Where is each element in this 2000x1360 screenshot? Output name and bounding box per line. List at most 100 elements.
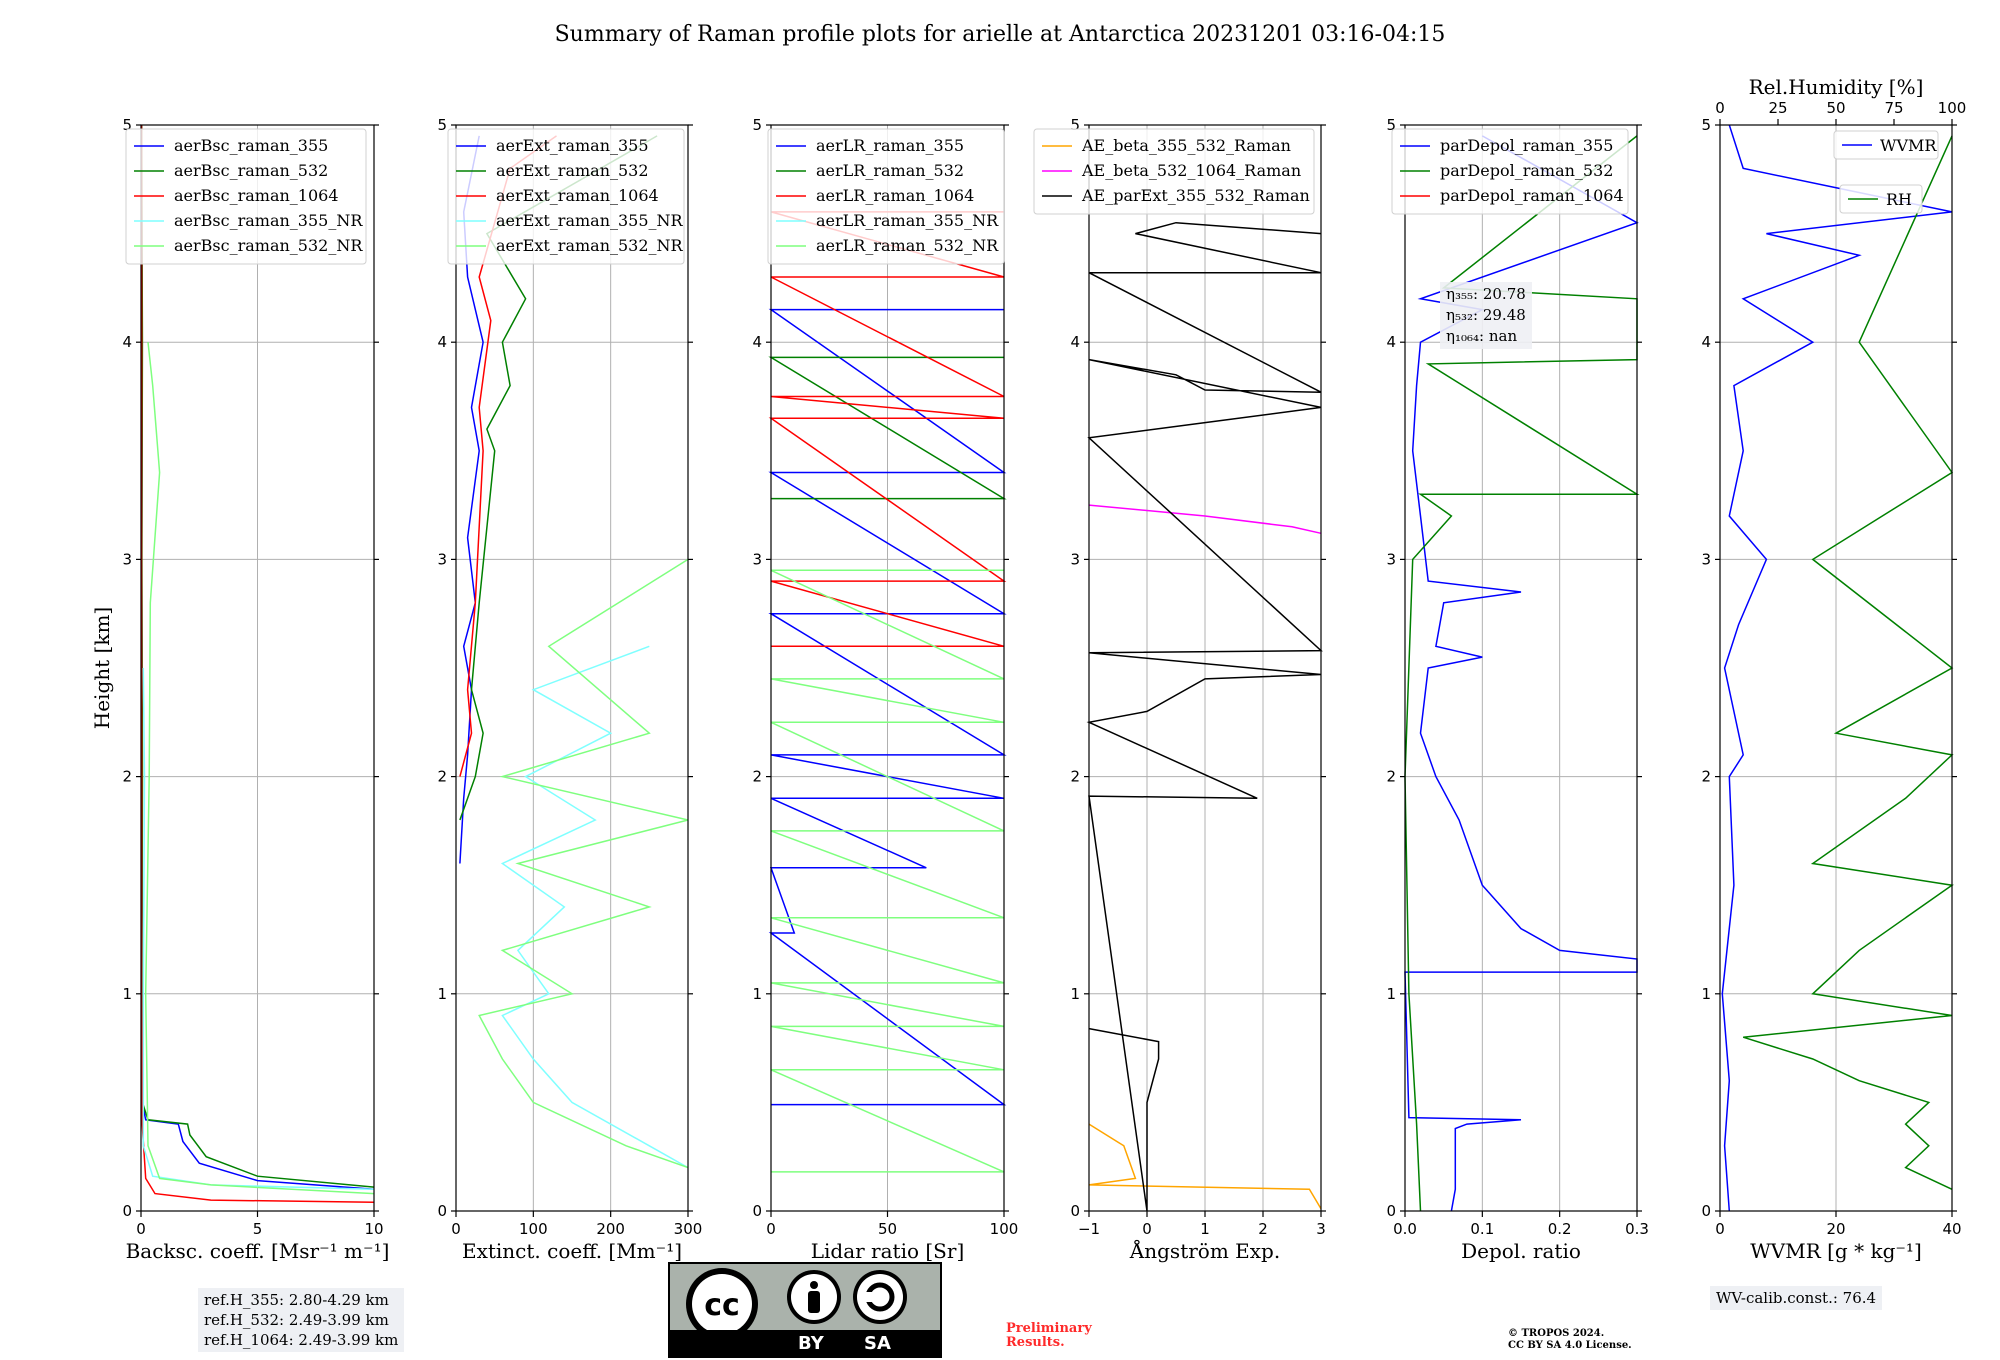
y-tick-label: 4 — [1701, 333, 1711, 351]
y-tick-label: 0 — [752, 1202, 762, 1220]
series-line-aerext-raman-532 — [459, 135, 658, 821]
x-axis-title: Ångström Exp. — [1129, 1238, 1280, 1263]
x-axis-title: WVMR [g * kg⁻¹] — [1750, 1239, 1922, 1263]
reference-height-box: ref.H_355: 2.80-4.29 km ref.H_532: 2.49-… — [198, 1288, 405, 1352]
legend-label: aerBsc_raman_355 — [174, 136, 328, 155]
legend-label: aerBsc_raman_1064 — [174, 186, 339, 205]
x2-tick-label: 100 — [1938, 99, 1967, 117]
legend-label: WVMR — [1880, 136, 1937, 155]
y-tick-label: 4 — [437, 333, 447, 351]
y-tick-label: 1 — [437, 985, 447, 1003]
plot-frame — [1404, 124, 1638, 1212]
series-line-wvmr — [1721, 124, 1953, 1212]
x-tick-label: 3 — [1316, 1220, 1326, 1238]
series-line-pardepol-raman-355 — [1404, 135, 1639, 1212]
y-tick-label: 4 — [1070, 333, 1080, 351]
y-tick-label: 4 — [122, 333, 132, 351]
cc-logo-text: cc — [704, 1288, 740, 1323]
series-line-ae-beta-355-532-raman — [1088, 1123, 1322, 1210]
x-axis-title: Depol. ratio — [1461, 1239, 1581, 1263]
x-tick-label: 10 — [364, 1220, 383, 1238]
y-tick-label: 2 — [437, 768, 447, 786]
legend-label: aerLR_raman_1064 — [816, 186, 974, 205]
ref-height-1064: ref.H_1064: 2.49-3.99 km — [204, 1331, 399, 1349]
legend-label: AE_beta_532_1064_Raman — [1081, 161, 1301, 180]
legend-label: aerExt_raman_532_NR — [496, 236, 684, 255]
panel-3: 0 50 100 0 1 2 3 4 5 Lidar ratio [Sr] aerLR_raman_… — [752, 116, 1018, 1263]
x-axis-title: Extinct. coeff. [Mm⁻¹] — [462, 1239, 682, 1263]
x2-axis-title: Rel.Humidity [%] — [1749, 75, 1924, 99]
x-tick-label: 0.3 — [1625, 1220, 1649, 1238]
x2-tick-label: 75 — [1884, 99, 1903, 117]
legend: aerBsc_raman_355 aerBsc_raman_532 aerBsc_r… — [125, 128, 367, 265]
panel-2: 0 100 200 300 0 1 2 3 4 5 Extinct. coeff. [Mm⁻¹] ae… — [437, 116, 702, 1263]
panel-6: 0 20 40 0 1 2 3 4 5 WVMR [g * kg⁻¹] 0 25 50 75 100 Rel.… — [1701, 75, 1966, 1263]
copyright-note: © TROPOS 2024. CC BY SA 4.0 License. — [1508, 1328, 1632, 1352]
legend: parDepol_raman_355 parDepol_raman_532 parD… — [1391, 128, 1629, 215]
y-tick-label: 5 — [1386, 116, 1396, 134]
by-label: BY — [798, 1333, 824, 1354]
legend: aerExt_raman_355 aerExt_raman_532 aerExt_r… — [447, 128, 685, 265]
legend-label: AE_beta_355_532_Raman — [1081, 136, 1291, 155]
x-axis-title: Lidar ratio [Sr] — [811, 1239, 965, 1263]
legend-label: aerBsc_raman_532_NR — [174, 236, 363, 255]
depol-eta-1064: η₁₀₆₄: nan — [1446, 327, 1518, 345]
series-line-aerlr-raman-532-nr — [770, 569, 1005, 1173]
y-tick-label: 2 — [752, 768, 762, 786]
ref-height-355: ref.H_355: 2.80-4.29 km — [204, 1291, 389, 1309]
legend-label: aerExt_raman_355 — [496, 136, 649, 155]
copyright-line-2: CC BY SA 4.0 License. — [1508, 1340, 1632, 1351]
x-tick-label: 200 — [596, 1220, 625, 1238]
x-axis-title: Backsc. coeff. [Msr⁻¹ m⁻¹] — [126, 1239, 390, 1263]
panel-5: 0.0 0.1 0.2 0.3 0 1 2 3 4 5 Depol. ratio parDepol_r… — [1386, 116, 1648, 1263]
y-tick-label: 5 — [1701, 116, 1711, 134]
cc-icons: cc — [686, 1268, 907, 1330]
legend: AE_beta_355_532_Raman AE_beta_532_1064_Ra… — [1033, 128, 1315, 215]
page-title: Summary of Raman profile plots for ariel… — [554, 22, 1446, 47]
y-tick-label: 3 — [752, 550, 762, 568]
series-line-aerext-raman-355 — [459, 135, 484, 864]
x2-tick-label: 0 — [1715, 99, 1725, 117]
legend-label: aerBsc_raman_355_NR — [174, 211, 363, 230]
legend-wvmr: WVMR — [1833, 130, 1939, 160]
series-line-aerext-raman-355-nr — [500, 645, 689, 1169]
x-tick-label: 0.0 — [1393, 1220, 1417, 1238]
y-tick-label: 0 — [437, 1202, 447, 1220]
y-tick-label: 0 — [1701, 1202, 1711, 1220]
y-tick-label: 0 — [122, 1202, 132, 1220]
x-tick-label: 0.2 — [1548, 1220, 1572, 1238]
legend: aerLR_raman_355 aerLR_raman_532 aerLR_rama… — [767, 128, 1005, 265]
y-tick-label: 5 — [437, 116, 447, 134]
x-tick-label: 2 — [1258, 1220, 1268, 1238]
legend-label: aerExt_raman_532 — [496, 161, 649, 180]
y-tick-label: 1 — [122, 985, 132, 1003]
series-line-aerext-raman-532-nr — [478, 558, 689, 1169]
y-tick-label: 5 — [1070, 116, 1080, 134]
y-tick-label: 1 — [1070, 985, 1080, 1003]
depol-eta-box: η₃₅₅: 20.78 η₅₃₂: 29.48 η₁₀₆₄: nan — [1440, 282, 1532, 349]
y-tick-label: 4 — [1386, 333, 1396, 351]
legend-label: AE_parExt_355_532_Raman — [1081, 186, 1310, 205]
series-line-aerlr-raman-1064 — [768, 211, 1007, 648]
x-tick-label: 0 — [451, 1220, 461, 1238]
x-tick-label: 0.1 — [1470, 1220, 1494, 1238]
ref-height-532: ref.H_532: 2.49-3.99 km — [204, 1311, 389, 1329]
copyright-line-1: © TROPOS 2024. — [1508, 1328, 1605, 1339]
x-tick-label: −1 — [1078, 1220, 1100, 1238]
depol-eta-532: η₅₃₂: 29.48 — [1446, 306, 1526, 324]
series-line-aerbsc-raman-1064 — [140, 124, 375, 1204]
legend-label: RH — [1886, 190, 1912, 209]
plot-frame — [455, 124, 689, 1212]
x-tick-label: 0 — [1715, 1220, 1725, 1238]
y-tick-label: 1 — [1386, 985, 1396, 1003]
legend-label: parDepol_raman_355 — [1440, 136, 1613, 155]
legend-label: aerExt_raman_1064 — [496, 186, 659, 205]
x-tick-label: 5 — [253, 1220, 263, 1238]
x-tick-label: 300 — [674, 1220, 703, 1238]
preliminary-line-2: Results. — [1006, 1335, 1065, 1350]
y-tick-label: 1 — [1701, 985, 1711, 1003]
x-tick-label: 20 — [1826, 1220, 1845, 1238]
depol-eta-355: η₃₅₅: 20.78 — [1446, 285, 1526, 303]
series-line-rh — [1742, 135, 1954, 1190]
